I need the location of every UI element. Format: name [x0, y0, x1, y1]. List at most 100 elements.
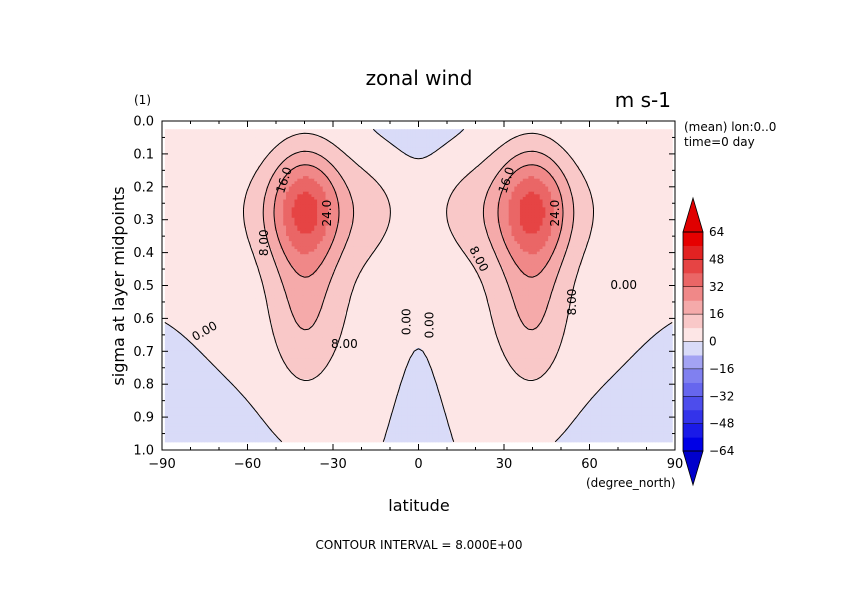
field-cell — [212, 137, 217, 141]
field-cell — [559, 137, 563, 141]
field-cell — [658, 142, 662, 146]
field-cell — [655, 137, 659, 141]
field-cell — [587, 142, 592, 146]
field-cell — [550, 129, 555, 133]
field-cell — [339, 137, 344, 141]
field-cell — [503, 137, 507, 141]
field-cell — [534, 129, 538, 133]
field-cell — [297, 142, 301, 146]
field-cell — [387, 129, 391, 133]
field-cell — [455, 139, 459, 143]
field-cell — [474, 137, 479, 141]
field-cell — [235, 144, 239, 149]
field-cell — [576, 144, 580, 149]
field-cell — [635, 129, 639, 133]
field-cell — [573, 144, 577, 149]
field-cell — [503, 129, 507, 133]
field-cell — [474, 134, 479, 138]
field-cell — [350, 129, 355, 133]
field-cell — [607, 129, 611, 133]
field-cell — [283, 131, 287, 136]
field-cell — [435, 131, 439, 136]
field-cell — [294, 139, 298, 143]
field-cell — [201, 131, 205, 136]
field-cell — [229, 144, 234, 149]
field-cell — [229, 139, 234, 143]
field-cell — [376, 144, 380, 149]
field-cell — [364, 134, 369, 138]
field-cell — [632, 131, 637, 136]
field-cell — [252, 134, 256, 138]
field-cell — [638, 139, 642, 143]
field-cell — [255, 139, 259, 143]
field-cell — [302, 144, 307, 149]
field-cell — [393, 134, 397, 138]
field-cell — [381, 139, 386, 143]
field-cell — [221, 131, 225, 136]
field-cell — [207, 144, 211, 149]
field-cell — [463, 139, 468, 143]
field-cell — [590, 137, 594, 141]
field-cell — [483, 144, 487, 149]
field-cell — [643, 131, 648, 136]
field-cell — [497, 139, 501, 143]
field-cell — [452, 142, 456, 146]
field-cell — [446, 131, 451, 136]
field-cell — [531, 134, 535, 138]
field-cell — [384, 134, 389, 138]
field-cell — [297, 129, 301, 133]
field-cell — [376, 134, 380, 138]
field-cell — [466, 129, 470, 133]
field-cell — [173, 137, 177, 141]
field-cell — [176, 131, 180, 136]
field-cell — [297, 131, 301, 136]
field-cell — [215, 144, 219, 149]
field-cell — [198, 129, 203, 133]
field-cell — [198, 144, 203, 149]
field-cell — [302, 129, 307, 133]
field-cell — [184, 147, 188, 151]
field-cell — [497, 131, 501, 136]
field-cell — [257, 134, 262, 138]
field-cell — [573, 129, 577, 133]
field-cell — [511, 144, 515, 149]
field-cell — [317, 139, 321, 143]
field-cell — [449, 144, 453, 149]
field-cell — [635, 134, 639, 138]
field-cell — [367, 142, 372, 146]
field-cell — [579, 142, 583, 146]
field-cell — [370, 134, 375, 138]
field-cell — [235, 131, 239, 136]
field-cell — [429, 139, 434, 143]
field-cell — [176, 142, 180, 146]
field-cell — [627, 144, 631, 149]
field-cell — [539, 144, 544, 149]
field-cell — [274, 139, 279, 143]
field-cell — [322, 134, 327, 138]
field-cell — [325, 131, 329, 136]
field-cell — [173, 129, 177, 133]
field-cell — [457, 139, 462, 143]
field-cell — [486, 139, 490, 143]
field-cell — [505, 129, 510, 133]
field-cell — [567, 142, 572, 146]
field-cell — [441, 142, 445, 146]
field-cell — [601, 139, 606, 143]
field-cell — [238, 139, 242, 143]
field-cell — [260, 142, 265, 146]
field-cell — [486, 144, 490, 149]
field-cell — [590, 131, 594, 136]
field-cell — [596, 131, 600, 136]
field-cell — [472, 142, 476, 146]
field-cell — [576, 139, 580, 143]
field-cell — [370, 137, 375, 141]
field-cell — [187, 142, 191, 146]
field-cell — [255, 129, 259, 133]
field-cell — [494, 139, 499, 143]
field-cell — [390, 144, 394, 149]
field-cell — [570, 131, 575, 136]
field-cell — [500, 129, 504, 133]
field-cell — [457, 142, 462, 146]
field-cell — [483, 129, 487, 133]
field-cell — [455, 137, 459, 141]
